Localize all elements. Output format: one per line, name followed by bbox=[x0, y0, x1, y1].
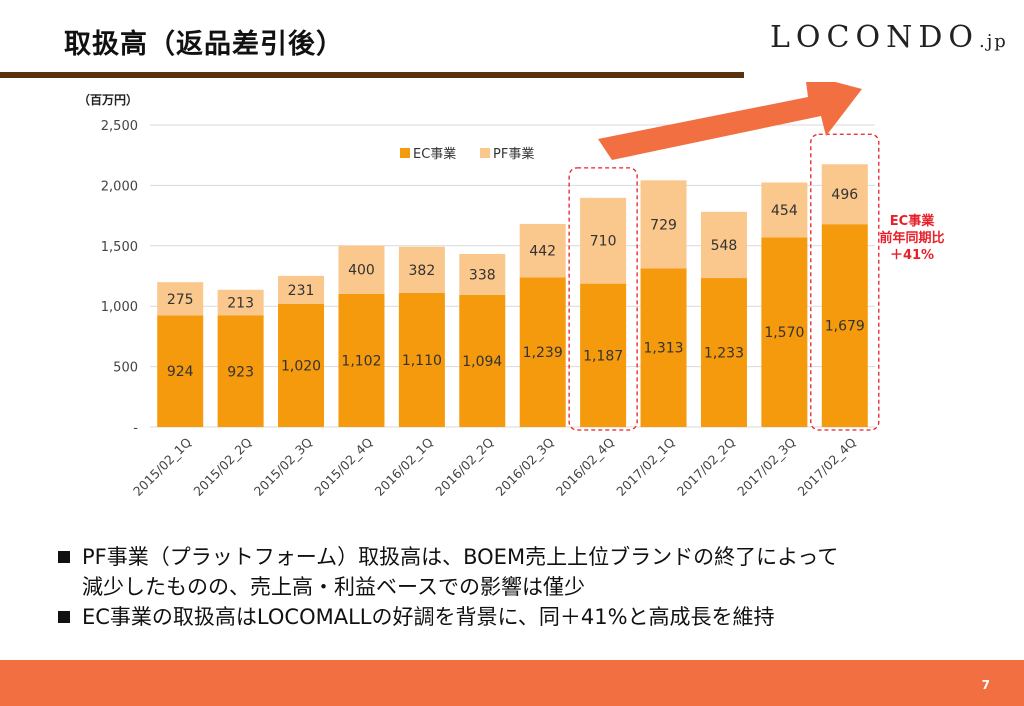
y-tick-label: 2,000 bbox=[101, 179, 138, 194]
data-label-pf: 213 bbox=[227, 296, 254, 312]
bullet-item: EC事業の取扱高はLOCOMALLの好調を背景に、同＋41%と高成長を維持 bbox=[58, 602, 988, 632]
bar-pf bbox=[398, 246, 445, 293]
chart-legend: EC事業 PF事業 bbox=[400, 146, 534, 162]
bullet-item: PF事業（プラットフォーム）取扱高は、BOEM売上上位ブランドの終了によって 減… bbox=[58, 542, 988, 602]
x-tick-label: 2016/02_4Q bbox=[553, 434, 617, 498]
transaction-volume-chart: （百万円） - 500 1,000 1,500 2,000 2,500 924 275 2015/… bbox=[78, 82, 945, 499]
locondo-logo: LOCONDO.jp bbox=[770, 20, 1008, 55]
data-label-pf: 442 bbox=[529, 244, 556, 260]
data-label-ec: 1,102 bbox=[341, 353, 381, 369]
bar-pf bbox=[580, 197, 627, 284]
x-tick-label: 2015/02_2Q bbox=[190, 434, 254, 498]
data-label-ec: 1,187 bbox=[583, 348, 623, 364]
bar-ec bbox=[640, 268, 687, 427]
bar-ec bbox=[459, 294, 506, 427]
data-label-pf: 548 bbox=[711, 238, 738, 254]
bar-ec bbox=[519, 277, 566, 427]
logo-main: LOCONDO bbox=[770, 20, 979, 55]
x-tick-label: 2015/02_3Q bbox=[251, 434, 315, 498]
data-label-ec: 1,233 bbox=[704, 346, 744, 362]
legend-label-pf: PF事業 bbox=[493, 146, 534, 162]
data-label-ec: 923 bbox=[227, 364, 254, 380]
y-tick-label: 1,000 bbox=[101, 300, 138, 315]
bar-pf bbox=[157, 282, 204, 316]
x-tick-label: 2017/02_4Q bbox=[795, 434, 859, 498]
bullet-text: PF事業（プラットフォーム）取扱高は、BOEM売上上位ブランドの終了によって 減… bbox=[82, 545, 839, 599]
bar-ec bbox=[278, 303, 325, 427]
bar-ec bbox=[821, 224, 868, 427]
growth-annotation-line: ＋41% bbox=[890, 248, 934, 263]
bar-ec bbox=[338, 293, 385, 427]
data-label-ec: 1,020 bbox=[281, 358, 321, 374]
bar-pf bbox=[338, 245, 385, 294]
data-label-ec: 1,094 bbox=[462, 354, 502, 370]
x-tick-label: 2016/02_2Q bbox=[432, 434, 496, 498]
bar-ec bbox=[580, 283, 627, 427]
bar-ec bbox=[157, 315, 204, 427]
data-label-ec: 924 bbox=[167, 364, 194, 380]
data-label-ec: 1,239 bbox=[523, 345, 563, 361]
title-underline bbox=[0, 72, 744, 78]
bar-pf bbox=[519, 223, 566, 278]
logo-suffix: .jp bbox=[978, 31, 1008, 52]
growth-annotation-line: EC事業 bbox=[890, 213, 935, 229]
bar-pf bbox=[640, 180, 687, 269]
y-tick-label: 1,500 bbox=[101, 240, 138, 255]
x-tick-label: 2017/02_3Q bbox=[734, 434, 798, 498]
x-tick-label: 2017/02_1Q bbox=[613, 434, 677, 498]
data-label-ec: 1,110 bbox=[402, 353, 442, 369]
bar-pf bbox=[700, 211, 747, 279]
x-tick-label: 2016/02_3Q bbox=[492, 434, 556, 498]
bar-pf bbox=[278, 275, 325, 304]
highlight-box bbox=[810, 133, 880, 431]
page-number: 7 bbox=[981, 678, 990, 692]
x-tick-label: 2016/02_1Q bbox=[372, 434, 436, 498]
bar-pf bbox=[459, 254, 506, 295]
data-label-pf: 454 bbox=[771, 203, 798, 219]
data-label-pf: 496 bbox=[831, 187, 858, 203]
data-label-ec: 1,570 bbox=[764, 325, 804, 341]
footer-bar: 7 bbox=[0, 660, 1024, 706]
trend-arrow-icon bbox=[598, 82, 862, 160]
x-tick-label: 2015/02_4Q bbox=[311, 434, 375, 498]
bullet-list: PF事業（プラットフォーム）取扱高は、BOEM売上上位ブランドの終了によって 減… bbox=[58, 542, 988, 632]
y-tick-label: 2,500 bbox=[101, 119, 138, 134]
legend-swatch-pf bbox=[480, 148, 490, 158]
bar-ec bbox=[761, 237, 808, 427]
x-tick-label: 2017/02_2Q bbox=[674, 434, 738, 498]
bullet-text: EC事業の取扱高はLOCOMALLの好調を背景に、同＋41%と高成長を維持 bbox=[82, 605, 775, 629]
y-unit-label: （百万円） bbox=[78, 92, 138, 107]
y-tick-label: 500 bbox=[113, 361, 138, 376]
data-label-ec: 1,679 bbox=[825, 319, 865, 335]
legend-label-ec: EC事業 bbox=[413, 146, 456, 162]
slide-title: 取扱高（返品差引後） bbox=[64, 29, 344, 60]
bar-ec bbox=[398, 292, 445, 427]
bar-pf bbox=[217, 289, 264, 316]
bar-pf bbox=[821, 164, 868, 225]
data-label-pf: 338 bbox=[469, 267, 496, 283]
x-tick-label: 2015/02_1Q bbox=[130, 434, 194, 498]
bullet-square-icon bbox=[58, 551, 70, 563]
bullet-square-icon bbox=[58, 611, 70, 623]
bar-ec bbox=[217, 315, 264, 427]
data-label-pf: 275 bbox=[167, 292, 194, 308]
bar-pf bbox=[761, 182, 808, 238]
bar-ec bbox=[700, 278, 747, 427]
data-label-pf: 382 bbox=[409, 263, 436, 279]
legend-swatch-ec bbox=[400, 148, 410, 158]
data-label-pf: 710 bbox=[590, 234, 617, 250]
data-label-ec: 1,313 bbox=[643, 341, 683, 357]
data-label-pf: 729 bbox=[650, 217, 677, 233]
growth-annotation-line: 前年同期比 bbox=[879, 230, 944, 246]
data-label-pf: 400 bbox=[348, 263, 375, 279]
y-tick-label: - bbox=[133, 421, 138, 436]
data-label-pf: 231 bbox=[288, 283, 315, 299]
